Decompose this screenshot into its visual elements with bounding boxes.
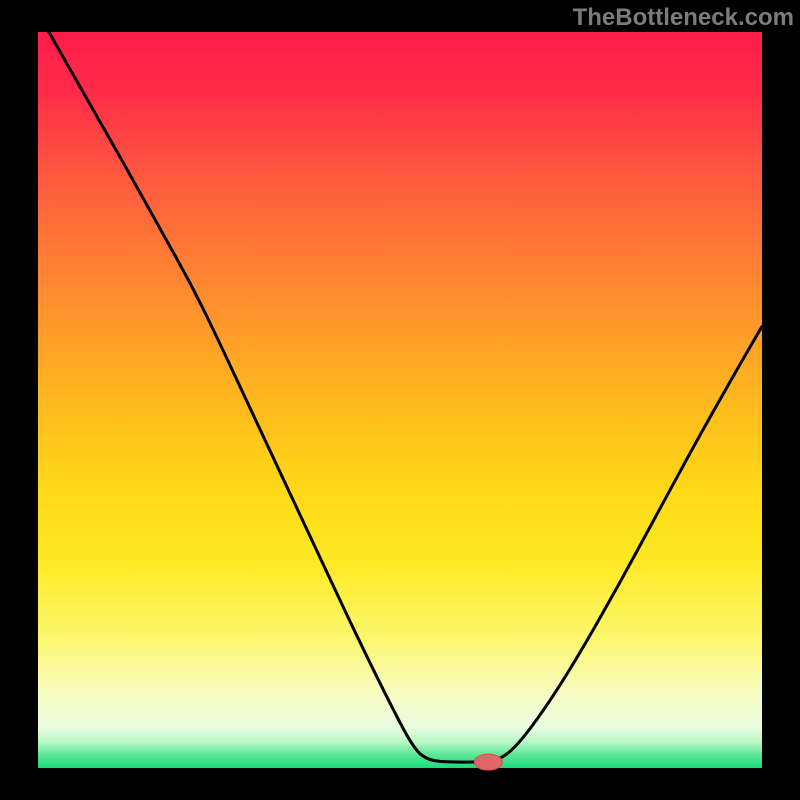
plot-background	[38, 32, 762, 768]
bottleneck-chart: TheBottleneck.com	[0, 0, 800, 800]
optimal-marker	[474, 754, 502, 770]
chart-svg	[0, 0, 800, 800]
attribution-label: TheBottleneck.com	[573, 4, 794, 32]
